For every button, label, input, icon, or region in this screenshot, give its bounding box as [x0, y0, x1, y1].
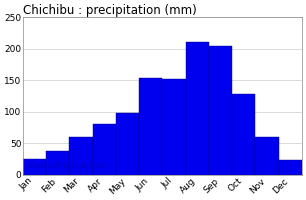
Text: Chichibu : precipitation (mm): Chichibu : precipitation (mm): [23, 4, 196, 17]
Bar: [23, 159, 46, 175]
Bar: [209, 46, 232, 175]
Bar: [69, 137, 92, 175]
Bar: [278, 160, 302, 175]
Bar: [46, 151, 69, 175]
Bar: [116, 113, 139, 175]
Bar: [185, 42, 209, 175]
Bar: [92, 124, 116, 175]
Bar: [255, 137, 278, 175]
Bar: [139, 78, 162, 175]
Bar: [232, 94, 255, 175]
Bar: [162, 79, 185, 175]
Text: www.allmetsat.com: www.allmetsat.com: [26, 161, 108, 170]
